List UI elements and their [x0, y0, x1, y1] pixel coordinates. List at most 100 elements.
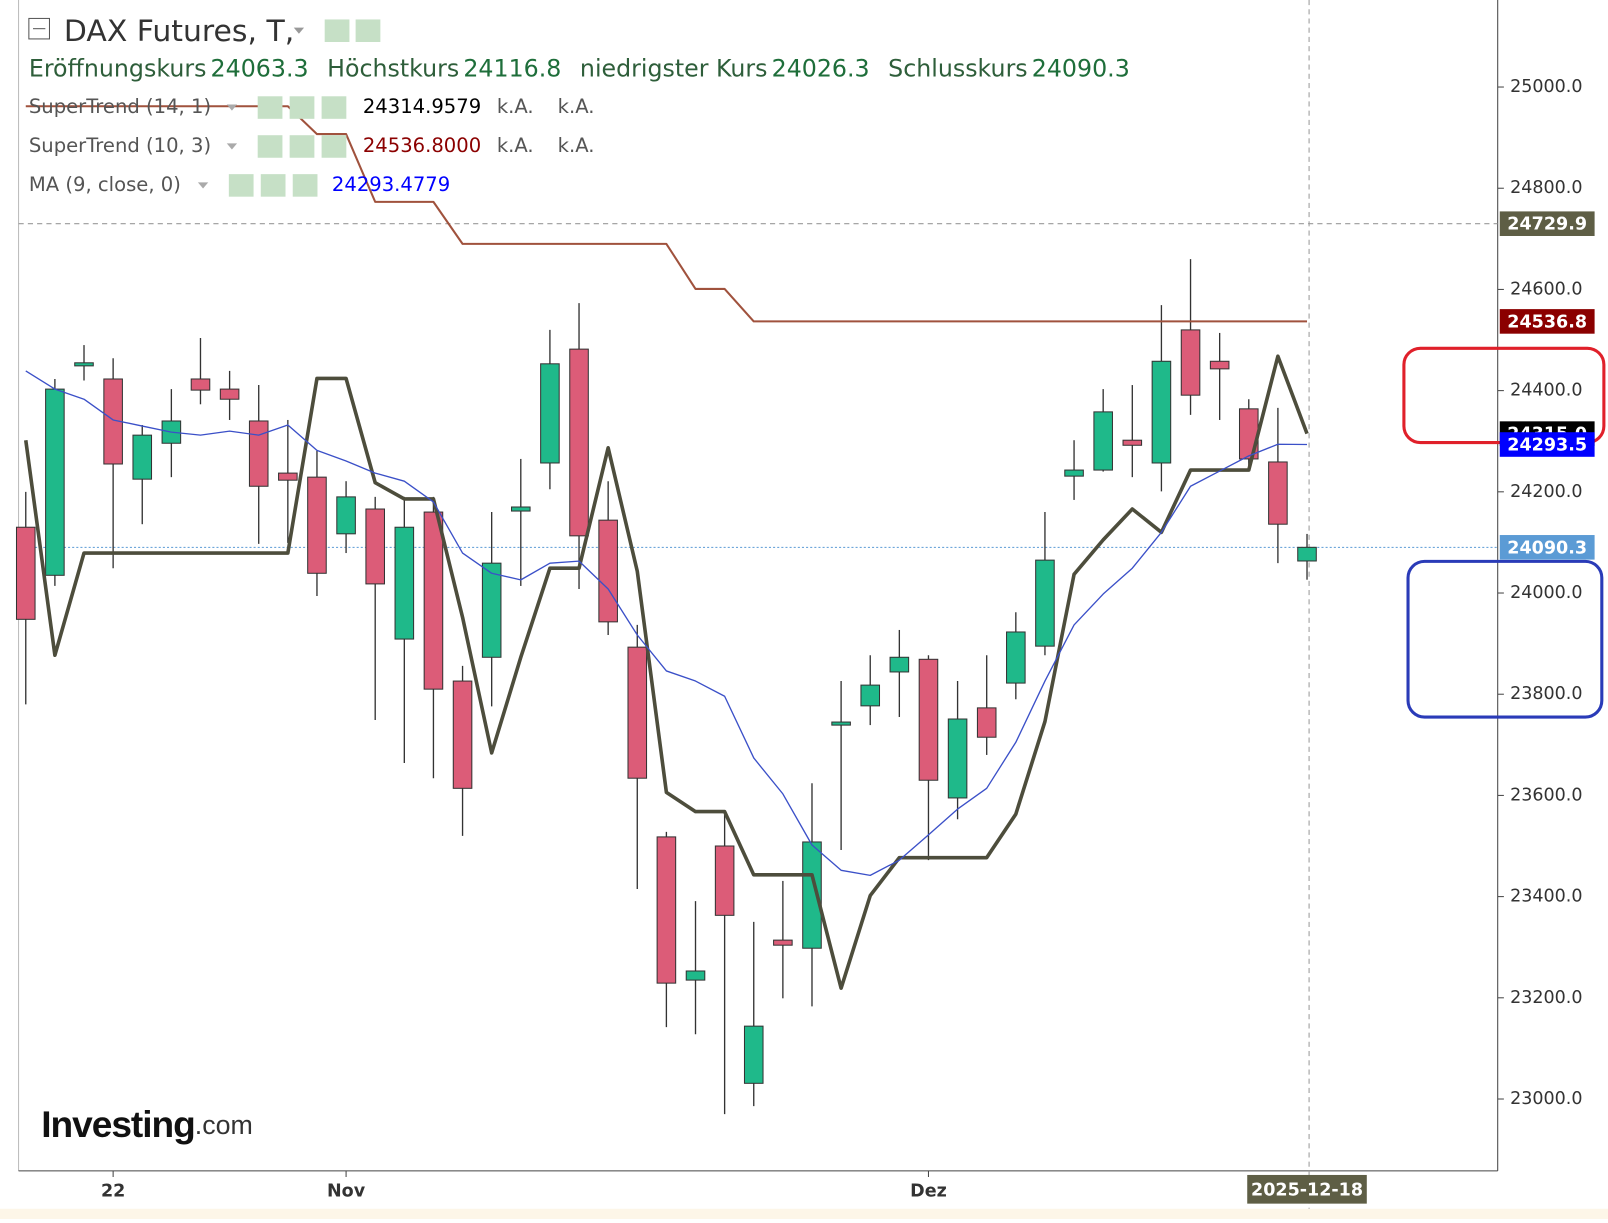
candle-body: [773, 939, 793, 946]
candle-body: [278, 472, 298, 481]
annotation-box-blue: [1406, 559, 1604, 719]
candle-body: [947, 718, 968, 799]
logo: Investing.com: [41, 1104, 253, 1145]
candle-body: [685, 970, 706, 981]
y-tick-label: 23600.0: [1510, 785, 1582, 805]
candle-body: [714, 845, 735, 916]
candle-body: [802, 841, 822, 949]
legend-icon[interactable]: [289, 135, 315, 158]
legend-icon[interactable]: [257, 135, 283, 158]
candle-body: [1151, 360, 1172, 464]
candle-body: [1268, 461, 1288, 525]
legend-status: k.A.: [497, 134, 534, 157]
indicator-line: [23, 354, 1309, 990]
eye-icon[interactable]: [324, 19, 350, 42]
legend-value: 24314.9579: [363, 95, 481, 118]
candle-body: [743, 1025, 764, 1084]
legend-icon[interactable]: [321, 96, 347, 119]
x-tick-label: Nov: [327, 1181, 366, 1201]
candle-body: [1180, 329, 1201, 396]
candle-body: [976, 707, 997, 738]
price-badge-label: 24729.9: [1507, 215, 1587, 235]
footer-strip: [0, 1208, 1608, 1219]
legend-name: SuperTrend (14, 1): [29, 95, 211, 118]
candle-body: [918, 658, 939, 781]
y-tick-label: 25000.0: [1510, 77, 1582, 97]
legend-name: SuperTrend (10, 3): [29, 134, 211, 157]
legend-dropdown[interactable]: [197, 182, 209, 189]
candle-body: [1093, 411, 1113, 471]
legend-status: k.A.: [558, 134, 595, 157]
y-tick-label: 23000.0: [1510, 1089, 1582, 1109]
y-tick-label: 23800.0: [1510, 684, 1582, 704]
candle-body: [627, 646, 648, 779]
price-badge: [1499, 535, 1595, 560]
ohlc-label: Schlusskurs: [888, 54, 1027, 82]
y-tick-label: 24800.0: [1510, 178, 1582, 198]
indicator-line: [25, 105, 1308, 323]
legend-icon[interactable]: [292, 174, 318, 197]
indicator-legend: SuperTrend (14, 1) 24314.9579 k.A. k.A. Supe…: [29, 95, 595, 197]
legend-status: k.A.: [558, 95, 595, 118]
legend-value: 24536.8000: [363, 134, 481, 157]
legend-icon[interactable]: [321, 135, 347, 158]
legend-status: k.A.: [497, 95, 534, 118]
legend-dropdown[interactable]: [226, 104, 238, 111]
legend-icon[interactable]: [228, 174, 254, 197]
date-badge-label: 2025-12-18: [1251, 1180, 1363, 1200]
ohlc-value: 24026.3: [772, 54, 870, 82]
candle-body: [598, 519, 618, 623]
candle-body: [889, 656, 910, 673]
collapse-icon[interactable]: [28, 17, 50, 40]
price-badge: [1499, 309, 1595, 334]
dropdown-icon[interactable]: [293, 27, 305, 34]
candle-body: [1064, 469, 1084, 477]
chart-title: DAX Futures, T,: [64, 14, 294, 49]
price-badge: [1499, 432, 1595, 457]
logo-suffix: .com: [195, 1110, 253, 1140]
candle-body: [860, 684, 881, 707]
candle-body: [74, 362, 94, 367]
candle-body: [190, 378, 211, 391]
legend-value: 24293.4779: [332, 173, 450, 196]
candle-body: [132, 434, 153, 480]
ohlc-value: 24116.8: [463, 54, 561, 82]
legend-icon[interactable]: [289, 96, 315, 119]
ohlc-header: Eröffnungskurs 24063.3 Höchstkurs 24116.8 ni…: [29, 54, 1130, 82]
y-tick-label: 23400.0: [1510, 887, 1582, 907]
legend-icon[interactable]: [257, 96, 283, 119]
candle-body: [540, 363, 560, 464]
y-tick-label: 24000.0: [1510, 583, 1582, 603]
y-tick-label: 24600.0: [1510, 279, 1582, 299]
indicator-line: [25, 370, 1308, 877]
gear-icon[interactable]: [355, 19, 381, 42]
legend-dropdown[interactable]: [226, 143, 238, 150]
candle-body: [1209, 360, 1230, 370]
logo-name: Investing: [41, 1104, 195, 1145]
candle-body: [1006, 631, 1026, 684]
y-tick-label: 23200.0: [1510, 988, 1582, 1008]
candle-body: [45, 388, 65, 576]
y-tick-label: 24400.0: [1510, 381, 1582, 401]
candle-body: [452, 680, 473, 789]
candle-body: [307, 476, 327, 574]
candle-body: [423, 511, 444, 690]
candle-body: [569, 348, 589, 537]
y-tick-label: 24200.0: [1510, 482, 1582, 502]
x-tick-label: 22: [101, 1181, 125, 1201]
candle-body: [15, 526, 36, 620]
candle-body: [248, 420, 269, 487]
x-tick-label: Dez: [910, 1181, 947, 1201]
price-badge: [1499, 211, 1595, 236]
candle-body: [831, 721, 851, 726]
ohlc-label: niedrigster Kurs: [580, 54, 768, 82]
ohlc-value: 24090.3: [1032, 54, 1130, 82]
candle-body: [511, 506, 531, 512]
candle-body: [656, 836, 677, 984]
candle-body: [1122, 439, 1143, 446]
candle-body: [219, 388, 240, 400]
legend-icon[interactable]: [260, 174, 286, 197]
price-badge-label: 24536.8: [1507, 312, 1587, 332]
